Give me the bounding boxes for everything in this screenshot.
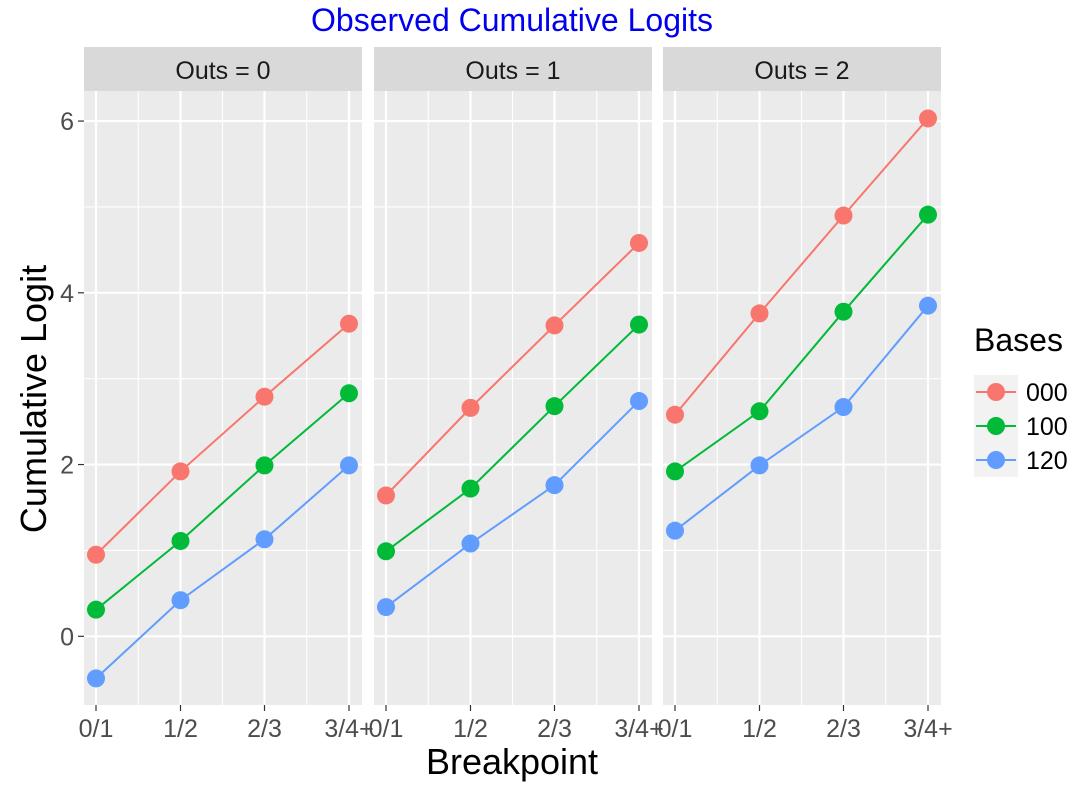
x-tick-label: 3/4+ [324,715,373,743]
data-point-120 [545,476,564,495]
facet-strip [374,47,652,91]
series-line-120 [674,305,929,532]
x-tick-label: 1/2 [453,715,488,743]
x-tick-label: 3/4+ [903,715,952,743]
facet-strip [663,47,941,91]
data-point-100 [545,397,564,416]
data-point-120 [630,392,648,411]
data-point-100 [377,542,395,561]
series-line-000 [95,322,350,556]
y-axis: 0 2 4 6 [60,108,84,651]
data-point-000 [377,486,395,505]
facet-strip-label: Outs = 0 [175,57,270,85]
x-tick-label: 0/1 [658,715,693,743]
x-tick-label: 0/1 [369,715,404,743]
x-tick-label: 0/1 [79,715,114,743]
legend-key-point [987,383,1005,401]
facet-panel: Outs = 0 0/1 1/2 2/3 3/4+ [79,47,374,743]
x-tick-label: 2/3 [826,715,861,743]
series-line-000 [674,117,929,416]
data-point-000 [255,387,274,406]
series-line-120 [385,400,640,608]
facet-strip-label: Outs = 1 [465,57,560,85]
y-tick-label: 0 [60,623,74,651]
data-point-100 [834,302,853,321]
y-tick-label: 2 [60,452,74,480]
legend-label: 100 [1026,413,1068,441]
x-tick-label: 3/4+ [614,715,663,743]
legend-key-point [987,451,1005,469]
data-point-000 [750,304,769,323]
data-point-000 [919,109,937,128]
data-point-120 [340,456,358,475]
data-point-120 [171,591,190,610]
legend-key-point [987,417,1005,435]
legend: Bases 000 100 120 [974,322,1068,477]
facet-panel: Outs = 1 0/1 1/2 2/3 3/4+ [369,47,664,743]
series-line-120 [95,464,350,680]
chart-title: Observed Cumulative Logits [311,2,713,38]
facet-panels: Outs = 0 0/1 1/2 2/3 3/4+ Outs = 1 0/1 1/2 2/3 3/… [79,47,953,743]
data-point-000 [171,462,190,481]
y-tick-label: 6 [60,108,74,136]
legend-title: Bases [974,322,1063,358]
data-point-100 [461,479,480,498]
x-tick-label: 2/3 [247,715,282,743]
data-point-120 [255,530,274,549]
x-tick-label: 2/3 [537,715,572,743]
data-point-000 [461,398,480,417]
data-point-100 [919,205,937,224]
data-point-100 [171,531,190,550]
legend-label: 000 [1026,379,1068,407]
x-axis-title: Breakpoint [426,741,598,782]
facet-strip-label: Outs = 2 [754,57,849,85]
series-line-100 [95,392,350,611]
legend-label: 120 [1026,447,1068,475]
data-point-100 [750,402,769,421]
facet-strip [84,47,362,91]
facet-panel: Outs = 2 0/1 1/2 2/3 3/4+ [658,47,953,743]
x-tick-label: 1/2 [163,715,198,743]
data-point-000 [666,405,684,424]
data-point-120 [834,398,853,417]
series-line-100 [674,214,929,473]
data-point-100 [666,462,684,481]
data-point-100 [340,384,358,403]
data-point-000 [545,316,564,335]
data-point-100 [630,315,648,334]
data-point-100 [255,456,274,475]
y-tick-label: 4 [60,280,74,308]
series-line-000 [385,242,640,497]
data-point-000 [340,314,358,333]
data-point-120 [750,456,769,475]
data-point-000 [834,206,853,225]
data-point-100 [87,600,105,619]
data-point-120 [919,296,937,315]
data-point-120 [461,534,480,553]
series-line-100 [385,323,640,553]
x-tick-label: 1/2 [742,715,777,743]
data-point-000 [87,545,105,564]
data-point-120 [377,598,395,617]
data-point-120 [666,521,684,540]
data-point-120 [87,669,105,688]
data-point-000 [630,233,648,252]
y-axis-title: Cumulative Logit [13,265,54,533]
